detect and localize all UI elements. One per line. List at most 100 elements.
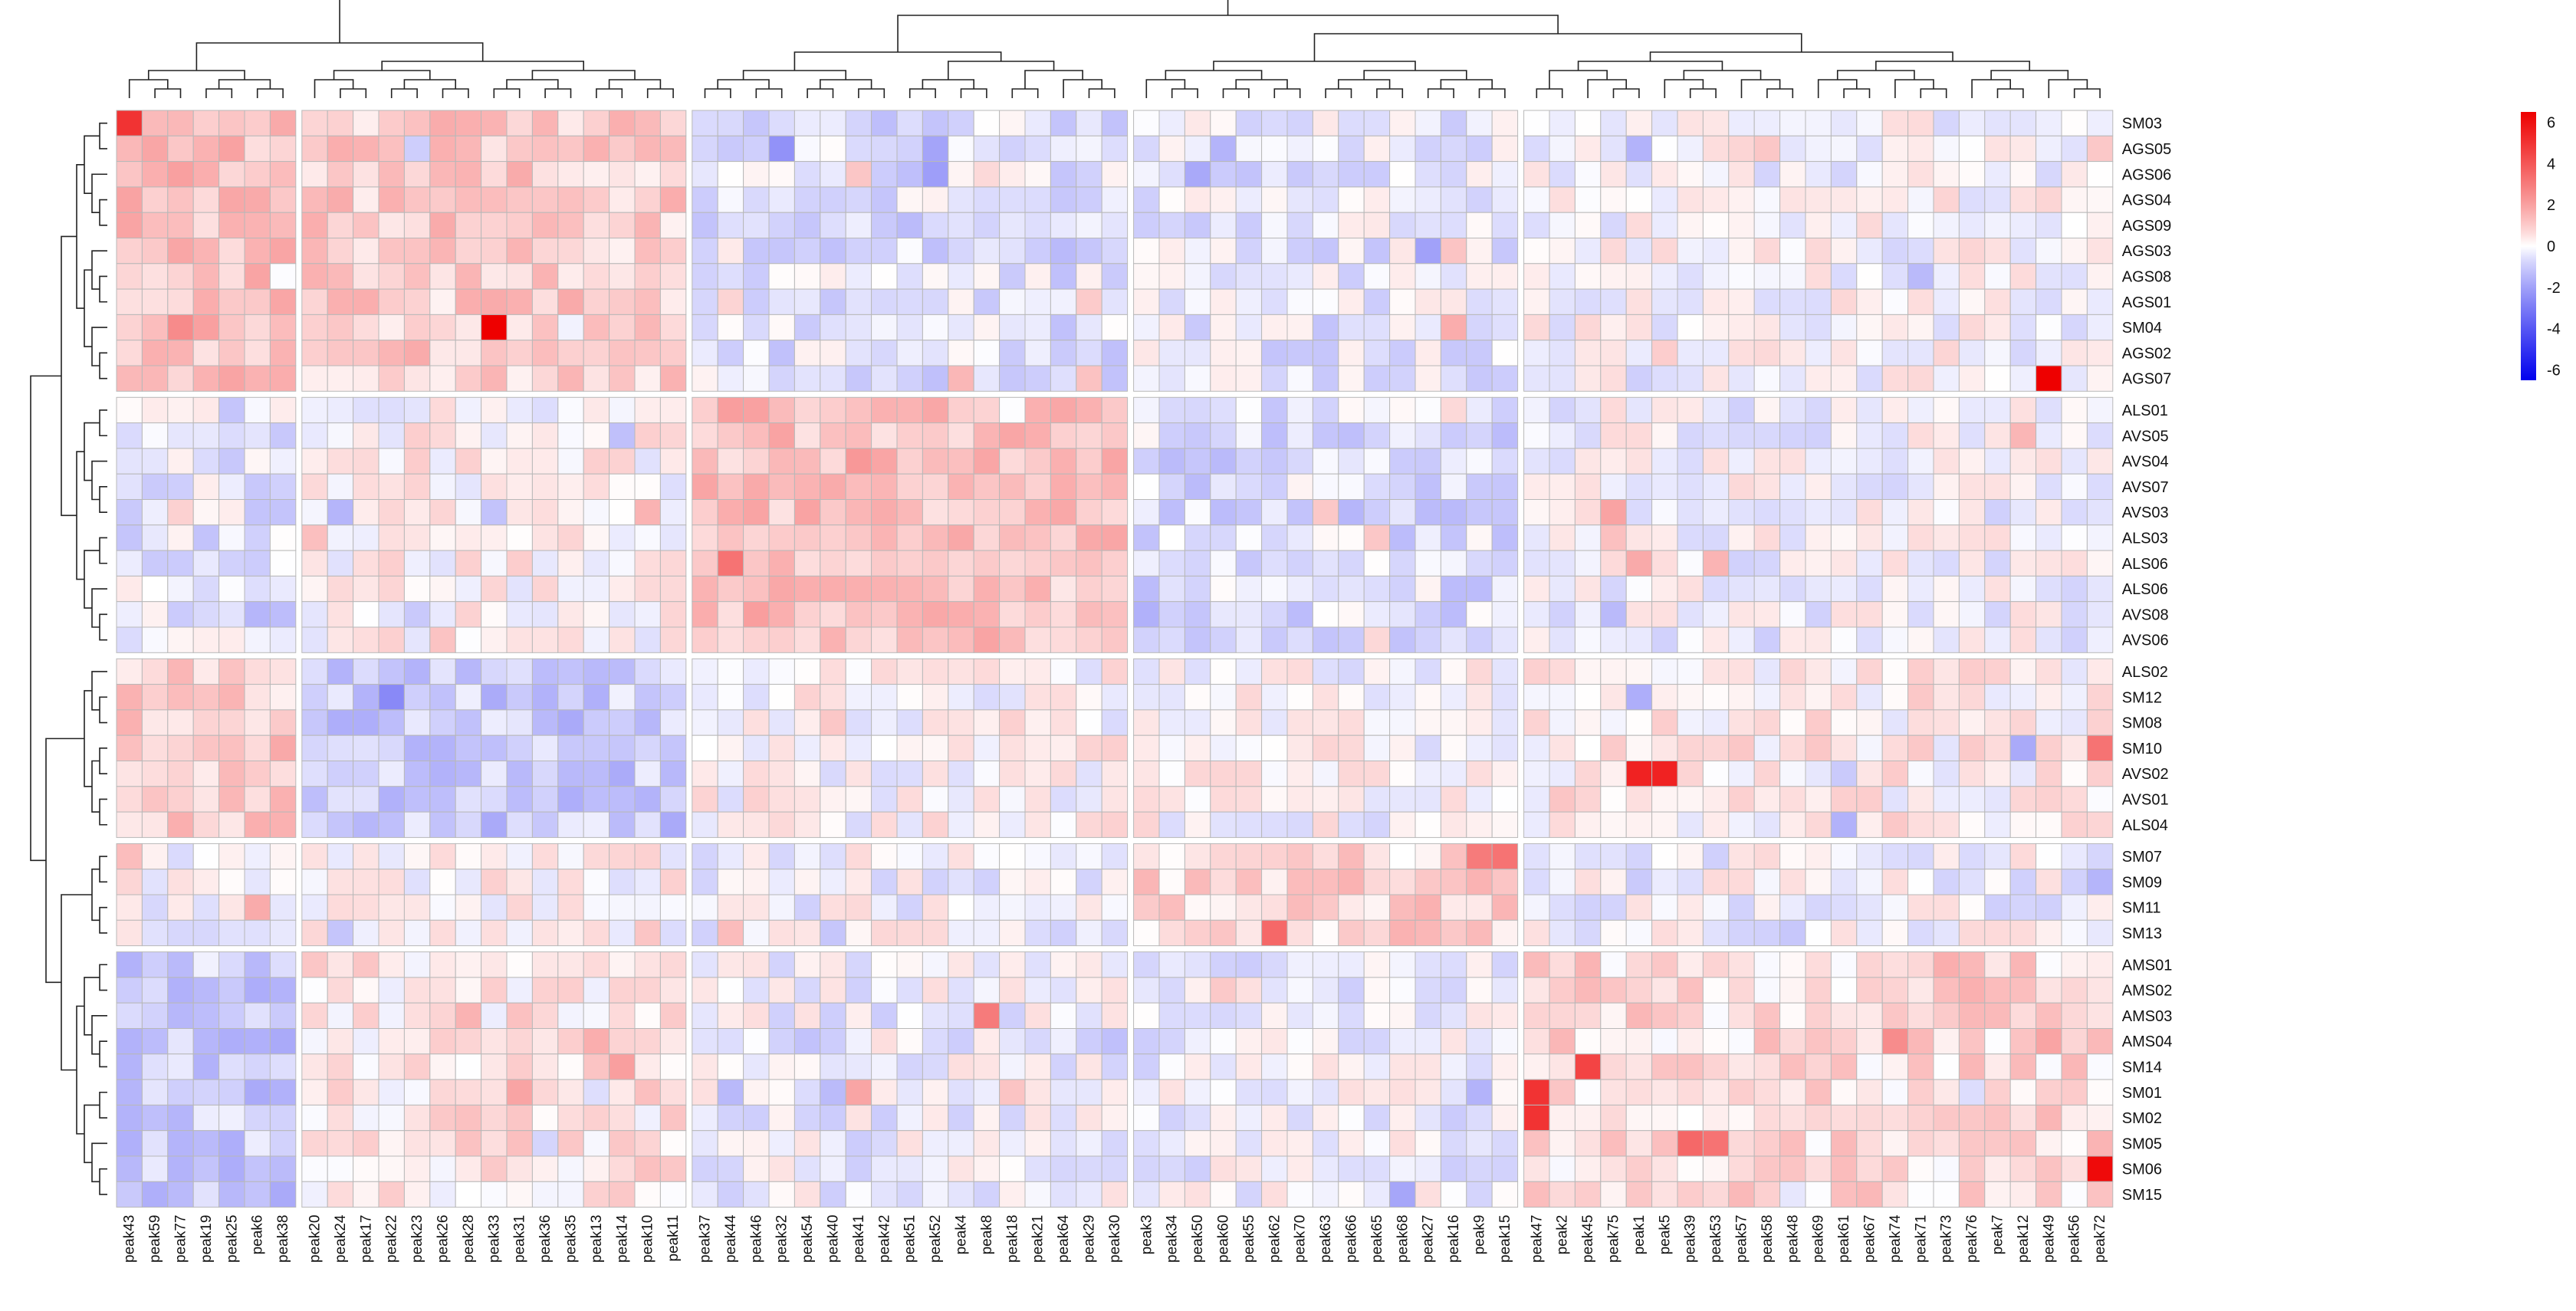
- heatmap-cell: [634, 110, 661, 136]
- heatmap-cell: [1677, 977, 1704, 1004]
- column-dendrogram-link: [1683, 70, 1762, 80]
- heatmap-cell: [1651, 951, 1678, 978]
- heatmap-cell: [481, 110, 508, 136]
- heatmap-cell: [2036, 448, 2062, 475]
- heatmap-cell: [871, 1104, 898, 1132]
- heatmap-cell: [768, 977, 795, 1004]
- heatmap-cell: [948, 212, 974, 239]
- heatmap-cell: [141, 161, 169, 188]
- heatmap-cell: [1549, 684, 1576, 711]
- heatmap-cell: [1440, 499, 1467, 526]
- heatmap-cell: [768, 499, 795, 526]
- heatmap-cell: [1702, 951, 1730, 978]
- heatmap-cell: [557, 1155, 584, 1182]
- heatmap-cell: [871, 238, 898, 264]
- heatmap-cell: [192, 709, 220, 736]
- heatmap-cell: [244, 869, 271, 895]
- heatmap-cell: [429, 524, 456, 551]
- heatmap-cell: [1286, 951, 1313, 978]
- heatmap-cell: [1101, 843, 1129, 870]
- heatmap-cell: [167, 1002, 194, 1029]
- heatmap-cell: [1805, 1104, 1832, 1132]
- heatmap-cell: [557, 396, 584, 424]
- heatmap-cell: [1363, 161, 1391, 188]
- heatmap-cell: [481, 422, 508, 449]
- heatmap-cell: [999, 709, 1026, 736]
- heatmap-cell: [481, 601, 508, 628]
- column-label: peak34: [1165, 1214, 1181, 1263]
- heatmap-cell: [531, 135, 559, 163]
- heatmap-cell: [1523, 786, 1550, 813]
- heatmap-cell: [820, 843, 846, 870]
- heatmap-cell: [1728, 684, 1755, 711]
- heatmap-cell: [353, 135, 380, 163]
- heatmap-cell: [1523, 709, 1550, 736]
- heatmap-cell: [1933, 684, 1960, 711]
- heatmap-cell: [768, 843, 795, 870]
- heatmap-cell: [2061, 734, 2088, 762]
- heatmap-cell: [1210, 1028, 1237, 1055]
- heatmap-cell: [1881, 1079, 1909, 1106]
- heatmap-cell: [1363, 658, 1391, 685]
- heatmap-cell: [192, 1104, 220, 1132]
- heatmap-cell: [634, 951, 661, 978]
- heatmap-cell: [1779, 977, 1806, 1004]
- column-label: peak50: [1190, 1215, 1206, 1263]
- heatmap-cell: [244, 263, 271, 290]
- heatmap-cell: [1363, 110, 1391, 136]
- heatmap-cell: [531, 288, 559, 315]
- heatmap-cell: [583, 263, 610, 290]
- heatmap-cell: [999, 1002, 1026, 1029]
- column-dendrogram-link: [2073, 88, 2101, 98]
- heatmap-cell: [1363, 448, 1391, 475]
- heatmap-cell: [1779, 575, 1806, 603]
- heatmap-cell: [1261, 869, 1288, 895]
- heatmap-cell: [999, 977, 1026, 1004]
- heatmap-cell: [1491, 340, 1519, 366]
- heatmap-cell: [1907, 110, 1934, 136]
- heatmap-cell: [219, 1181, 245, 1208]
- heatmap-cell: [820, 786, 846, 813]
- heatmap-cell: [557, 951, 584, 978]
- heatmap-cell: [1677, 843, 1704, 870]
- heatmap-cell: [692, 869, 718, 895]
- heatmap-cell: [481, 869, 508, 895]
- heatmap-cell: [1024, 869, 1051, 895]
- heatmap-cell: [327, 811, 354, 838]
- heatmap-cell: [141, 601, 169, 628]
- heatmap-cell: [1779, 473, 1806, 501]
- heatmap-cell: [2036, 761, 2062, 787]
- heatmap-cell: [167, 499, 194, 526]
- heatmap-cell: [1702, 161, 1730, 188]
- heatmap-cell: [948, 951, 974, 978]
- heatmap-cell: [1440, 135, 1467, 163]
- heatmap-cell: [1363, 786, 1391, 813]
- heatmap-cell: [1907, 811, 1934, 838]
- row-label: SM02: [2122, 1110, 2162, 1127]
- heatmap-cell: [1753, 811, 1781, 838]
- heatmap-cell: [506, 396, 533, 424]
- heatmap-cell: [692, 263, 718, 290]
- heatmap-cell: [999, 161, 1026, 188]
- heatmap-cell: [1440, 263, 1467, 290]
- heatmap-cell: [1363, 761, 1391, 787]
- heatmap-cell: [1286, 684, 1313, 711]
- heatmap-cell: [481, 1079, 508, 1106]
- heatmap-cell: [973, 263, 1001, 290]
- heatmap-cell: [557, 524, 584, 551]
- heatmap-cell: [1491, 1181, 1519, 1208]
- heatmap-cell: [1574, 1053, 1602, 1080]
- heatmap-cell: [1600, 340, 1627, 366]
- heatmap-cell: [583, 524, 610, 551]
- heatmap-cell: [481, 1028, 508, 1055]
- heatmap-cell: [1210, 1130, 1237, 1157]
- heatmap-cell: [583, 1181, 610, 1208]
- heatmap-cell: [1050, 658, 1077, 685]
- heatmap-cell: [659, 658, 687, 685]
- heatmap-cell: [1651, 499, 1678, 526]
- heatmap-cell: [1549, 575, 1576, 603]
- heatmap-cell: [141, 919, 169, 947]
- heatmap-cell: [1728, 734, 1755, 762]
- heatmap-cell: [481, 448, 508, 475]
- heatmap-cell: [922, 709, 949, 736]
